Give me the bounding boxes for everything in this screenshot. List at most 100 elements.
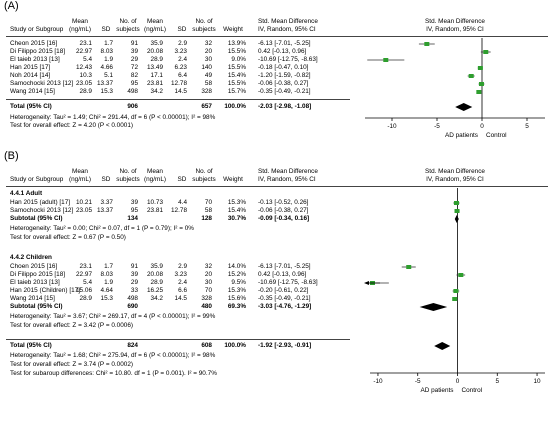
- study-label: Choen 2015 [16]: [10, 263, 58, 270]
- col-study-header: Study or Subgroup: [10, 176, 64, 183]
- x-axis-tick-label: 10: [533, 378, 541, 385]
- smd-ci: -10.69 [-12.75, -8.63]: [258, 56, 318, 63]
- n-control: 58: [204, 207, 212, 214]
- summary-weight: 30.7%: [227, 215, 246, 222]
- sd-control: 12.78: [171, 80, 187, 87]
- study-label: Di Filippo 2015 [18]: [10, 48, 66, 55]
- sd-control: 2.4: [178, 279, 187, 286]
- col-n1-header: No. of: [119, 18, 137, 25]
- n-control: 140: [201, 64, 212, 71]
- col-mean1-header: Mean: [72, 168, 88, 175]
- mean-ad: 23.05: [76, 207, 92, 214]
- study-label: Cheon 2015 [16]: [10, 40, 58, 47]
- mean-ad: 28.9: [79, 295, 92, 302]
- n-ad: 498: [127, 295, 138, 302]
- pooled-estimate-diamond: [434, 342, 451, 350]
- x-axis-tick-label: -5: [415, 378, 421, 385]
- mean-control: 20.08: [147, 271, 163, 278]
- x-axis-tick-label: -10: [387, 123, 397, 130]
- col-sd1-header: SD: [101, 176, 111, 183]
- pooled-estimate-diamond: [455, 103, 473, 111]
- col-weight-header: Weight: [223, 176, 243, 183]
- panel-b-subgroup-test: Test for subaroup differences: Chi² = 10…: [10, 370, 217, 377]
- pooled-estimate-diamond: [454, 215, 459, 223]
- weight-value: 15.4%: [227, 207, 246, 214]
- n-control: 20: [204, 271, 212, 278]
- children-overall: Test for overall effect: Z = 3.42 (P = 0…: [10, 322, 134, 329]
- weight-value: 9.0%: [231, 56, 246, 63]
- sd-ad: 13.37: [97, 207, 113, 214]
- mean-ad: 5.4: [83, 56, 92, 63]
- sd-ad: 5.1: [104, 72, 113, 79]
- summary-weight: 69.3%: [227, 303, 246, 310]
- study-label: Han 2015 (adult) [17]: [10, 199, 71, 206]
- weight-value: 13.9%: [227, 40, 246, 47]
- summary-n-ad: 906: [127, 103, 138, 110]
- sd-ad: 15.3: [100, 88, 113, 95]
- mean-ad: 23.1: [79, 40, 92, 47]
- study-label: Wang 2014 [15]: [10, 88, 55, 95]
- study-label: Samochocki 2013 [12]: [10, 80, 74, 87]
- summary-n-ad: 690: [127, 303, 138, 310]
- panel-a-rows-rule: [6, 99, 350, 100]
- adult-overall: Test for overall effect: Z = 0.67 (P = 0…: [10, 234, 126, 241]
- panel-a-overall: Test for overall effect: Z = 4.20 (P < 0…: [10, 122, 134, 129]
- n-control: 32: [204, 40, 212, 47]
- mean-control: 34.2: [150, 295, 163, 302]
- col-n2-header: No. of: [195, 18, 213, 25]
- col-mean2-unit: (ng/mL): [143, 176, 167, 183]
- x-axis-tick-label: -10: [373, 378, 383, 385]
- study-label: Han 2015 [17]: [10, 64, 51, 71]
- study-marker: [483, 50, 489, 54]
- study-label: Wang 2014 [15]: [10, 295, 55, 302]
- col-smd-sub: IV, Random, 95% CI: [258, 26, 316, 33]
- sd-control: 4.4: [178, 199, 187, 206]
- x-axis-tick-label: 5: [525, 123, 529, 130]
- summary-n-control: 128: [201, 215, 212, 222]
- smd-ci: -10.69 [-12.75, -8.63]: [258, 279, 318, 286]
- sd-ad: 8.03: [100, 271, 113, 278]
- x-axis-tick-label: 0: [456, 378, 460, 385]
- mean-ad: 5.4: [83, 279, 92, 286]
- summary-ci: -1.92 [-2.93, -0.91]: [258, 342, 312, 349]
- smd-ci: -0.06 [-0.38, 0.27]: [258, 80, 309, 87]
- col-n1-sub: subjects: [116, 176, 140, 183]
- adult-subgroup-title: 4.4.1 Adult: [10, 190, 43, 197]
- n-ad: 39: [130, 48, 138, 55]
- mean-control: 35.9: [150, 40, 163, 47]
- col-mean1-unit: (ng/mL): [68, 176, 92, 183]
- study-label: Di Filippo 2015 [18]: [10, 271, 66, 278]
- col-mean2-header: Mean: [147, 168, 163, 175]
- summary-ci: -2.03 [-2.98, -1.08]: [258, 103, 312, 110]
- col-sd2-header: SD: [177, 26, 187, 33]
- sd-control: 2.9: [178, 40, 187, 47]
- mean-ad: 23.1: [79, 263, 92, 270]
- plot-sub: IV, Random, 95% CI: [426, 176, 484, 183]
- sd-ad: 1.7: [104, 40, 113, 47]
- plot-header: Std. Mean Difference: [425, 18, 485, 25]
- sd-control: 2.4: [178, 56, 187, 63]
- smd-ci: -1.20 [-1.59, -0.82]: [258, 72, 311, 79]
- sd-control: 2.9: [178, 263, 187, 270]
- mean-control: 10.73: [147, 199, 163, 206]
- plot-sub: IV, Random, 95% CI: [426, 26, 484, 33]
- sd-ad: 8.03: [100, 48, 113, 55]
- study-marker: [452, 297, 458, 301]
- mean-ad: 10.21: [76, 199, 92, 206]
- study-marker: [458, 273, 464, 277]
- col-n2-sub: subjects: [192, 26, 216, 33]
- mean-control: 34.2: [150, 88, 163, 95]
- study-marker: [468, 74, 474, 78]
- n-ad: 95: [130, 80, 138, 87]
- n-control: 70: [204, 199, 212, 206]
- smd-ci: 0.42 [-0.13, 0.96]: [258, 48, 307, 55]
- study-marker: [476, 90, 482, 94]
- n-ad: 91: [130, 263, 138, 270]
- smd-ci: 0.42 [-0.13, 0.96]: [258, 271, 307, 278]
- sd-ad: 1.9: [104, 279, 113, 286]
- summary-n-ad: 824: [127, 342, 138, 349]
- panel-b-label: (B): [4, 150, 19, 162]
- study-marker: [478, 82, 484, 86]
- col-weight-header: Weight: [223, 26, 243, 33]
- col-sd1-header: SD: [101, 26, 111, 33]
